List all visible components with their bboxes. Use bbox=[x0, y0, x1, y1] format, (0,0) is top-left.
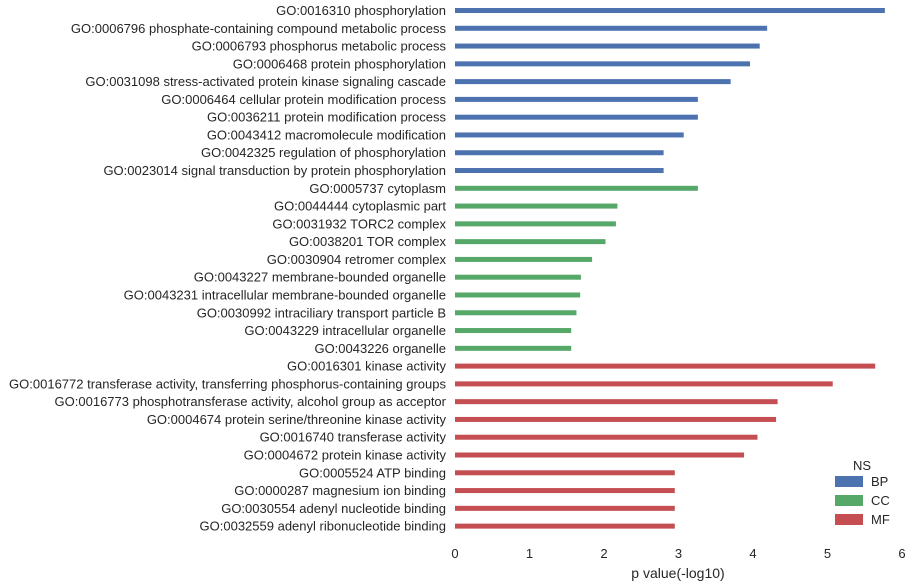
category-label: GO:0005737 cytoplasm bbox=[309, 181, 446, 196]
bar-cc bbox=[455, 256, 593, 262]
bar-mf bbox=[455, 470, 675, 476]
category-label: GO:0016773 phosphotransferase activity, … bbox=[55, 394, 447, 409]
bars-group bbox=[455, 8, 885, 529]
bar-bp bbox=[455, 25, 768, 31]
bar-mf bbox=[455, 416, 777, 422]
category-label: GO:0043226 organelle bbox=[314, 341, 446, 356]
bar-mf bbox=[455, 434, 758, 440]
bar-bp bbox=[455, 8, 885, 13]
category-label: GO:0030904 retromer complex bbox=[267, 252, 447, 267]
category-label: GO:0000287 magnesium ion binding bbox=[234, 483, 446, 498]
legend: NS BP CC MF bbox=[835, 458, 890, 527]
category-label: GO:0031932 TORC2 complex bbox=[272, 216, 446, 231]
legend-swatch-cc bbox=[835, 495, 863, 506]
bar-bp bbox=[455, 132, 684, 138]
legend-label-mf: MF bbox=[871, 512, 890, 527]
category-label: GO:0043412 macromolecule modification bbox=[207, 127, 446, 142]
category-label: GO:0043229 intracellular organelle bbox=[244, 323, 446, 338]
category-label: GO:0006464 cellular protein modification… bbox=[161, 92, 446, 107]
category-label: GO:0030554 adenyl nucleotide binding bbox=[221, 501, 446, 516]
bar-cc bbox=[455, 239, 606, 245]
x-tick-label: 5 bbox=[824, 546, 831, 561]
category-label: GO:0006793 phosphorus metabolic process bbox=[192, 39, 447, 54]
bar-mf bbox=[455, 505, 675, 511]
category-label: GO:0006796 phosphate-containing compound… bbox=[71, 21, 447, 36]
bar-mf bbox=[455, 363, 876, 369]
category-label: GO:0004672 protein kinase activity bbox=[244, 448, 447, 463]
bar-cc bbox=[455, 328, 572, 334]
category-label: GO:0044444 cytoplasmic part bbox=[274, 199, 446, 214]
category-label: GO:0005524 ATP binding bbox=[299, 465, 446, 480]
category-label: GO:0016301 kinase activity bbox=[287, 359, 446, 374]
bar-mf bbox=[455, 523, 675, 529]
bar-mf bbox=[455, 399, 778, 405]
category-label: GO:0043231 intracellular membrane-bounde… bbox=[124, 287, 446, 302]
category-label: GO:0032559 adenyl ribonucleotide binding bbox=[200, 519, 446, 534]
bar-bp bbox=[455, 79, 731, 85]
category-label: GO:0042325 regulation of phosphorylation bbox=[201, 145, 446, 160]
bar-cc bbox=[455, 185, 698, 191]
category-labels-group: GO:0016310 phosphorylation GO:0006796 pho… bbox=[9, 3, 447, 534]
bar-cc bbox=[455, 345, 572, 351]
category-label: GO:0016310 phosphorylation bbox=[276, 3, 446, 18]
bar-cc bbox=[455, 310, 577, 316]
category-label: GO:0016772 transferase activity, transfe… bbox=[9, 376, 446, 391]
x-tick-label: 0 bbox=[451, 546, 458, 561]
category-label: GO:0023014 signal transduction by protei… bbox=[103, 163, 446, 178]
category-label: GO:0004674 protein serine/threonine kina… bbox=[147, 412, 447, 427]
category-label: GO:0038201 TOR complex bbox=[289, 234, 447, 249]
bar-bp bbox=[455, 43, 760, 49]
bar-bp bbox=[455, 168, 664, 174]
x-tick-labels-group: 0 1 2 3 4 5 6 bbox=[451, 546, 905, 561]
category-label: GO:0043227 membrane-bounded organelle bbox=[194, 270, 446, 285]
bar-mf bbox=[455, 381, 833, 387]
bar-bp bbox=[455, 114, 698, 120]
legend-title: NS bbox=[853, 458, 871, 473]
bar-bp bbox=[455, 61, 751, 67]
legend-label-cc: CC bbox=[871, 493, 890, 508]
category-label: GO:0006468 protein phosphorylation bbox=[233, 56, 446, 71]
bar-cc bbox=[455, 292, 581, 298]
category-label: GO:0031098 stress-activated protein kina… bbox=[85, 74, 446, 89]
bar-mf bbox=[455, 452, 745, 458]
bar-bp bbox=[455, 150, 664, 156]
x-tick-label: 1 bbox=[526, 546, 533, 561]
category-label: GO:0016740 transferase activity bbox=[260, 430, 447, 445]
bar-cc bbox=[455, 274, 581, 280]
x-tick-label: 4 bbox=[749, 546, 756, 561]
bar-mf bbox=[455, 488, 675, 494]
x-axis-title: p value(-log10) bbox=[631, 565, 724, 581]
bar-cc bbox=[455, 203, 618, 209]
legend-swatch-bp bbox=[835, 476, 863, 487]
x-tick-label: 6 bbox=[898, 546, 905, 561]
legend-swatch-mf bbox=[835, 514, 863, 525]
category-label: GO:0030992 intraciliary transport partic… bbox=[197, 305, 446, 320]
bar-cc bbox=[455, 221, 616, 227]
legend-label-bp: BP bbox=[871, 474, 888, 489]
x-tick-label: 2 bbox=[600, 546, 607, 561]
category-label: GO:0036211 protein modification process bbox=[207, 110, 446, 125]
bar-bp bbox=[455, 96, 698, 102]
x-tick-label: 3 bbox=[675, 546, 682, 561]
